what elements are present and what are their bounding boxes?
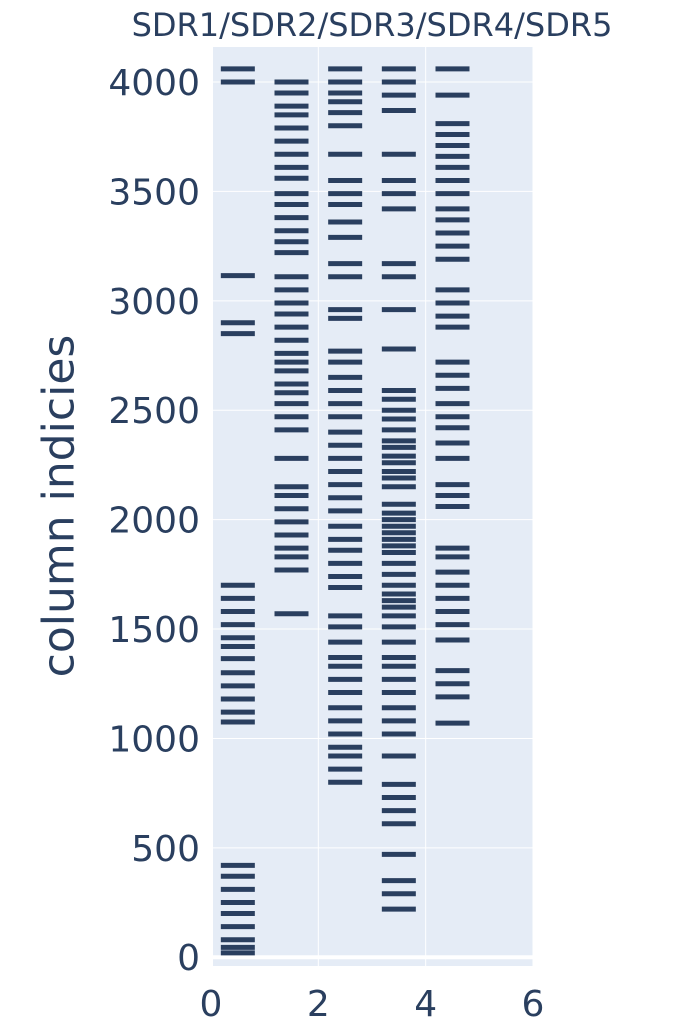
x-tick-label: 6 — [522, 984, 545, 1025]
y-axis-label: column indicies — [33, 335, 84, 678]
x-tick-label: 0 — [200, 984, 223, 1025]
y-tick-label: 1000 — [108, 719, 200, 760]
y-tick-label: 3500 — [108, 172, 200, 213]
data-markers — [220, 66, 470, 956]
y-tick-label: 3000 — [108, 282, 200, 323]
series-2 — [274, 79, 309, 617]
plot-background — [211, 47, 533, 966]
y-axis-ticks: 0 500 1000 1500 2000 2500 3000 3500 4000 — [108, 63, 200, 979]
grid-lines — [209, 47, 534, 966]
y-tick-label: 0 — [177, 938, 200, 979]
y-tick-label: 2000 — [108, 501, 200, 542]
y-tick-label: 500 — [131, 829, 200, 870]
series-4 — [381, 66, 416, 912]
y-tick-label: 1500 — [108, 610, 200, 651]
series-3 — [328, 66, 363, 785]
series-5 — [435, 66, 470, 726]
series-1 — [220, 66, 255, 956]
x-tick-label: 2 — [307, 984, 330, 1025]
x-tick-label: 4 — [414, 984, 437, 1025]
y-tick-label: 2500 — [108, 391, 200, 432]
y-tick-label: 4000 — [108, 63, 200, 104]
chart-title: SDR1/SDR2/SDR3/SDR4/SDR5 — [132, 6, 613, 44]
x-axis-ticks: 0 2 4 6 — [200, 984, 545, 1025]
